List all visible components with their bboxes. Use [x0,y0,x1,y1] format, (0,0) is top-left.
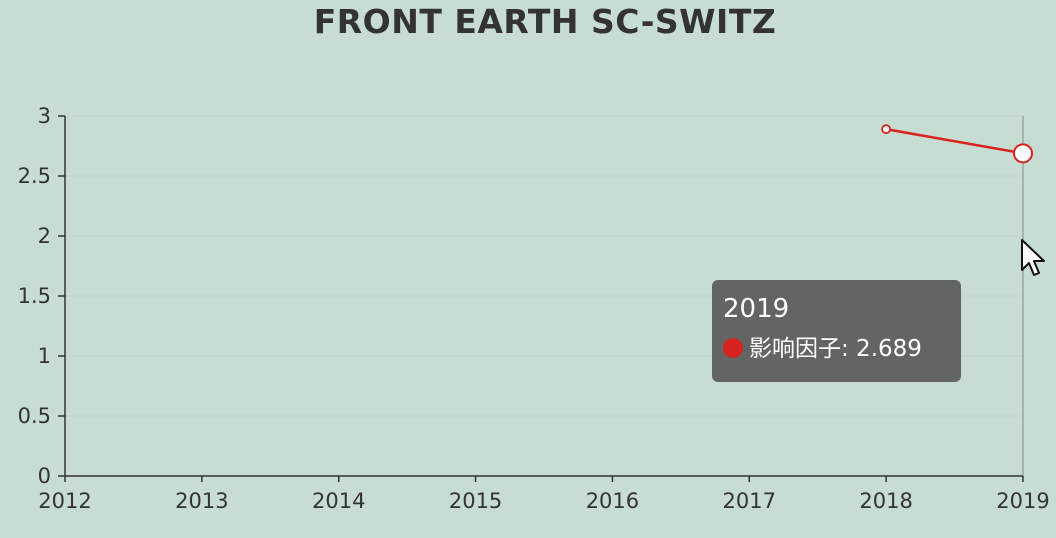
x-tick-label: 2018 [859,489,912,513]
x-tick-label: 2013 [175,489,228,513]
y-tick-label: 3 [38,104,51,128]
x-tick-label: 2014 [312,489,365,513]
series-color-dot [723,338,743,358]
y-tick-label: 2 [38,224,51,248]
chart-tooltip: 2019 影响因子: 2.689 [712,280,961,382]
y-tick-label: 2.5 [18,164,51,188]
data-point [881,124,892,135]
tooltip-row: 影响因子: 2.689 [723,332,950,366]
grid-layer [65,115,1023,417]
chart-title: FRONT EARTH SC-SWITZ [313,2,777,41]
x-tick-label: 2012 [38,489,91,513]
series-layer [881,124,1033,164]
tooltip-title: 2019 [723,294,790,324]
y-tick-label: 0 [38,464,51,488]
y-tick-label: 1.5 [18,284,51,308]
x-tick-label: 2016 [586,489,639,513]
data-point-highlighted [1013,143,1033,164]
x-tick-label: 2019 [996,489,1049,513]
axes-layer: 0 0.5 1 1.5 2 2.5 3 2012 2013 2014 2015 2016 2017 201… [18,104,1050,513]
series-line [885,127,1024,155]
y-tick-label: 0.5 [18,404,51,428]
tooltip-value: 影响因子: 2.689 [749,336,922,362]
mouse-pointer-icon [1021,239,1045,276]
x-tick-label: 2015 [449,489,502,513]
y-tick-label: 1 [38,344,51,368]
x-tick-label: 2017 [723,489,776,513]
